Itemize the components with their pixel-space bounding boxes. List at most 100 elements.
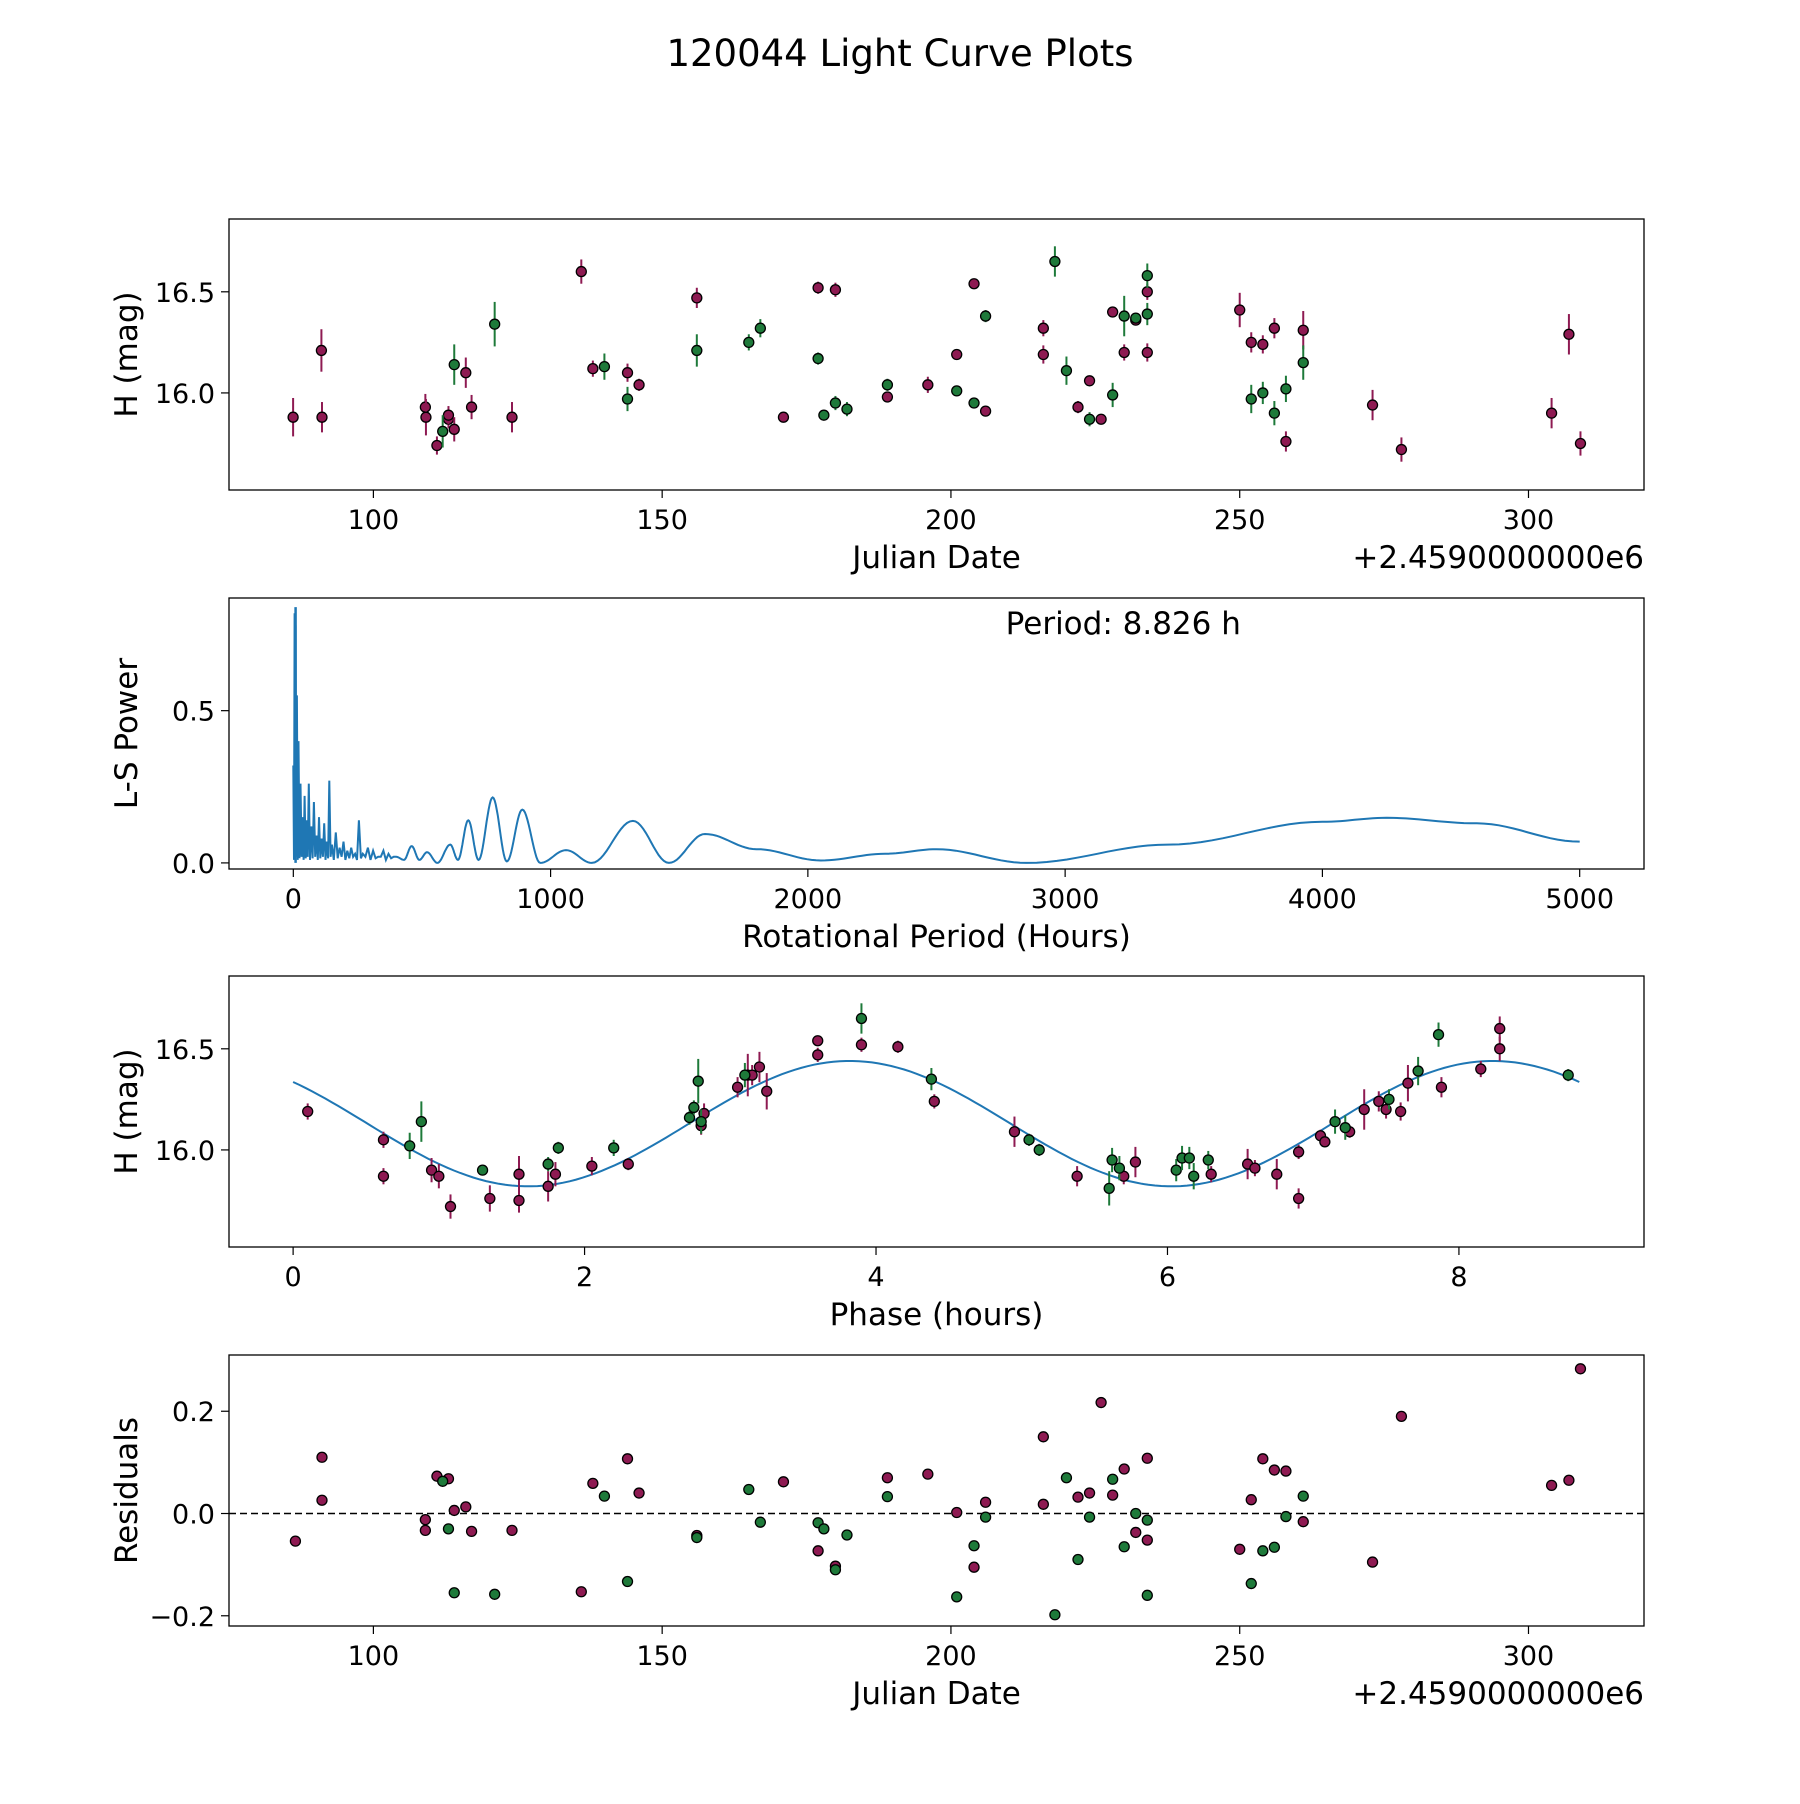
residuals-point	[1083, 1487, 1096, 1499]
lightcurve-point	[633, 379, 645, 391]
lightcurve-point	[587, 363, 599, 375]
lightcurve-point	[754, 322, 766, 334]
phase-point	[1292, 1146, 1305, 1158]
residuals-point	[777, 1476, 790, 1488]
lightcurve-point	[1257, 338, 1269, 351]
lightcurve-series-green	[437, 246, 1309, 448]
periodogram-xtick-label: 4000	[1288, 884, 1357, 915]
residuals-ylabel: Residuals	[109, 1417, 145, 1564]
phase-point	[377, 1134, 390, 1146]
residuals-point	[951, 1591, 963, 1603]
phase-plot-area	[292, 1003, 1580, 1219]
lightcurve-ytick-label: 16.0	[155, 379, 215, 410]
residuals-point	[1297, 1516, 1309, 1528]
residuals-point	[289, 1535, 302, 1547]
phase-point	[1402, 1077, 1414, 1089]
phase-point	[542, 1158, 554, 1170]
lightcurve-point	[1049, 255, 1061, 268]
lightcurve-plot-area	[287, 246, 1587, 462]
residuals-point	[1037, 1498, 1049, 1510]
residuals-xtick-label: 100	[348, 1641, 400, 1672]
periodogram-xlabel: Rotational Period (Hours)	[742, 919, 1131, 955]
lightcurve-point	[979, 310, 992, 322]
residuals-point	[951, 1506, 963, 1519]
phase-point	[1494, 1022, 1506, 1035]
residuals-point	[818, 1523, 830, 1535]
phase-point	[433, 1170, 445, 1182]
periodogram-xtick-label: 3000	[1031, 884, 1100, 915]
residuals-point	[1141, 1452, 1153, 1464]
residuals-point	[1366, 1556, 1379, 1568]
lightcurve-point	[968, 397, 980, 409]
phase-panel: 0 2 4 6 8 16.0 16.5 Phase (hours) H (mag)	[109, 975, 1645, 1333]
phase-point	[1271, 1168, 1283, 1180]
residuals-point	[575, 1586, 587, 1598]
lightcurve-point	[420, 411, 432, 423]
phase-ylabel: H (mag)	[109, 1048, 145, 1174]
lightcurve-xlabel: Julian Date	[850, 540, 1021, 576]
residuals-point	[829, 1564, 842, 1576]
phase-xlabel: Phase (hours)	[830, 1297, 1044, 1333]
lightcurve-ytick-label: 16.5	[155, 278, 215, 309]
phase-point	[925, 1073, 938, 1085]
periodogram-plot-area	[292, 607, 1580, 864]
phase-point	[1183, 1152, 1195, 1164]
lightcurve-point	[1297, 356, 1309, 369]
residuals-point	[1083, 1511, 1096, 1523]
phase-point	[739, 1069, 751, 1081]
phase-ytick-label: 16.5	[155, 1035, 215, 1066]
residuals-xtick-label: 200	[925, 1641, 977, 1672]
residuals-point	[1141, 1514, 1153, 1526]
residuals-point	[1049, 1609, 1061, 1621]
phase-point	[812, 1035, 824, 1047]
lightcurve-point	[829, 284, 842, 296]
phase-point	[753, 1061, 766, 1073]
residuals-point	[316, 1494, 328, 1506]
residuals-xtick-label: 250	[1214, 1641, 1266, 1672]
residuals-point	[979, 1496, 992, 1508]
phase-point	[1432, 1028, 1445, 1041]
residuals-point	[621, 1453, 634, 1465]
residuals-point	[881, 1472, 894, 1484]
lightcurve-xtick-label: 100	[348, 505, 400, 536]
phase-series-green	[404, 1003, 1574, 1206]
periodogram-ytick-label: 0.0	[172, 849, 215, 880]
residuals-point	[1257, 1545, 1269, 1557]
phase-point	[1475, 1063, 1487, 1075]
phase-point	[855, 1039, 868, 1051]
lightcurve-point	[1545, 407, 1558, 419]
residuals-point	[1118, 1541, 1130, 1553]
residuals-point	[1297, 1490, 1309, 1502]
lightcurve-point	[1141, 346, 1153, 359]
phase-point	[1106, 1154, 1118, 1166]
residuals-series-green	[437, 1472, 1309, 1621]
residuals-point	[419, 1513, 432, 1526]
phase-point	[1202, 1154, 1214, 1166]
residuals-ytick-label: −0.2	[149, 1602, 215, 1633]
residuals-point	[621, 1575, 634, 1588]
phase-point	[484, 1192, 496, 1205]
phase-point	[1205, 1168, 1217, 1180]
residuals-ytick-label: 0.0	[172, 1500, 215, 1531]
residuals-point	[1060, 1472, 1073, 1484]
lightcurve-point	[1245, 393, 1257, 405]
residuals-point	[812, 1545, 824, 1557]
residuals-point	[1257, 1453, 1269, 1465]
phase-point	[1170, 1164, 1182, 1176]
periodogram-xtick-label: 2000	[774, 884, 843, 915]
lightcurve-point	[1037, 348, 1049, 361]
lightcurve-point	[1095, 413, 1107, 425]
lightcurve-offset-label: +2.4590000000e6	[1352, 540, 1644, 576]
lightcurve-point	[489, 318, 501, 330]
residuals-point	[448, 1504, 460, 1517]
lightcurve-point	[598, 360, 611, 373]
lightcurve-point	[621, 393, 634, 405]
phase-xtick-label: 8	[1450, 1262, 1467, 1293]
phase-point	[1373, 1095, 1385, 1108]
phase-xtick-label: 4	[867, 1262, 884, 1293]
lightcurve-point	[922, 379, 934, 391]
residuals-point	[968, 1540, 980, 1552]
lightcurve-point	[881, 391, 894, 403]
